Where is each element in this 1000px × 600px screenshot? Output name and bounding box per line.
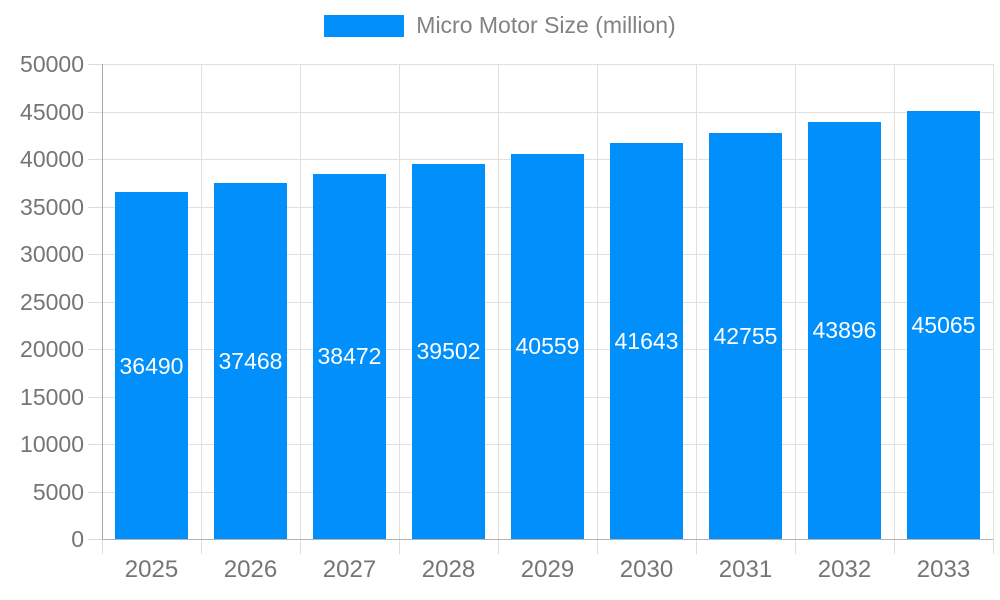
y-axis-label: 35000 — [20, 193, 84, 220]
x-axis-tick — [795, 539, 796, 554]
bar-2030[interactable] — [610, 143, 683, 539]
y-axis-tick — [88, 539, 102, 540]
bar-value-label: 43896 — [812, 317, 877, 344]
x-gridline — [498, 64, 499, 539]
y-axis-label: 15000 — [20, 383, 84, 410]
y-axis-label: 10000 — [20, 431, 84, 457]
y-axis-tick — [88, 111, 102, 113]
x-gridline — [894, 64, 895, 539]
y-axis-label: 5000 — [32, 478, 84, 505]
y-axis-line — [102, 64, 103, 540]
bar-value-label: 45065 — [911, 311, 976, 338]
bar-2028[interactable] — [412, 163, 485, 539]
bar-2032[interactable] — [808, 121, 881, 539]
x-axis-tick — [102, 539, 103, 554]
bar-2026[interactable] — [214, 183, 287, 539]
bar-value-label: 41643 — [614, 328, 679, 355]
bar-value-label: 39502 — [416, 338, 481, 365]
bar-2029[interactable] — [511, 153, 584, 539]
y-axis-tick — [88, 254, 102, 255]
x-axis-label: 2029 — [520, 556, 575, 583]
x-axis-tick — [201, 539, 202, 554]
y-axis-tick — [88, 301, 102, 303]
x-axis-tick — [993, 539, 994, 554]
y-axis-label: 50000 — [20, 51, 84, 77]
x-axis-label: 2027 — [322, 556, 377, 583]
x-axis-label: 2033 — [916, 556, 971, 583]
y-axis-label: 25000 — [20, 288, 84, 315]
x-gridline — [201, 64, 202, 539]
x-axis-tick — [498, 539, 499, 554]
y-axis-tick — [88, 349, 102, 350]
bar-2031[interactable] — [709, 132, 782, 539]
bar-value-label: 42755 — [713, 322, 778, 349]
y-axis-tick — [88, 396, 102, 398]
x-axis-line — [102, 539, 993, 540]
bar-value-label: 40559 — [515, 333, 580, 360]
bar-value-label: 36490 — [119, 352, 184, 379]
x-gridline — [597, 64, 598, 539]
x-gridline — [993, 64, 994, 539]
x-axis-label: 2025 — [124, 556, 179, 583]
legend-label: Micro Motor Size (million) — [416, 12, 676, 38]
bar-2033[interactable] — [907, 110, 980, 539]
x-axis-tick — [399, 539, 400, 554]
x-gridline — [399, 64, 400, 539]
x-gridline — [696, 64, 697, 539]
x-axis-tick — [696, 539, 697, 554]
y-axis-label: 20000 — [20, 336, 84, 362]
y-axis-tick — [88, 444, 102, 445]
y-axis-tick — [88, 491, 102, 493]
bar-value-label: 37468 — [218, 348, 283, 375]
x-axis-label: 2030 — [619, 556, 674, 583]
legend[interactable]: Micro Motor Size (million) — [0, 14, 1000, 37]
y-axis-tick — [88, 64, 102, 65]
y-axis-tick — [88, 159, 102, 160]
x-axis-tick — [300, 539, 301, 554]
bar-2027[interactable] — [313, 173, 386, 539]
x-gridline — [795, 64, 796, 539]
y-axis-tick — [88, 206, 102, 208]
x-axis-label: 2031 — [718, 556, 773, 583]
x-gridline — [300, 64, 301, 539]
x-axis-tick — [597, 539, 598, 554]
y-axis-label: 0 — [71, 526, 84, 552]
y-gridline — [102, 64, 993, 65]
y-axis-label: 40000 — [20, 146, 84, 172]
y-gridline — [102, 111, 993, 113]
bar-value-label: 38472 — [317, 343, 382, 370]
legend-swatch — [324, 14, 405, 37]
bar-2025[interactable] — [115, 192, 188, 539]
x-axis-label: 2032 — [817, 556, 872, 583]
x-axis-tick — [894, 539, 895, 554]
x-axis-label: 2028 — [421, 556, 476, 583]
y-axis-label: 45000 — [20, 98, 84, 125]
y-axis-label: 30000 — [20, 241, 84, 267]
x-axis-label: 2026 — [223, 556, 278, 583]
